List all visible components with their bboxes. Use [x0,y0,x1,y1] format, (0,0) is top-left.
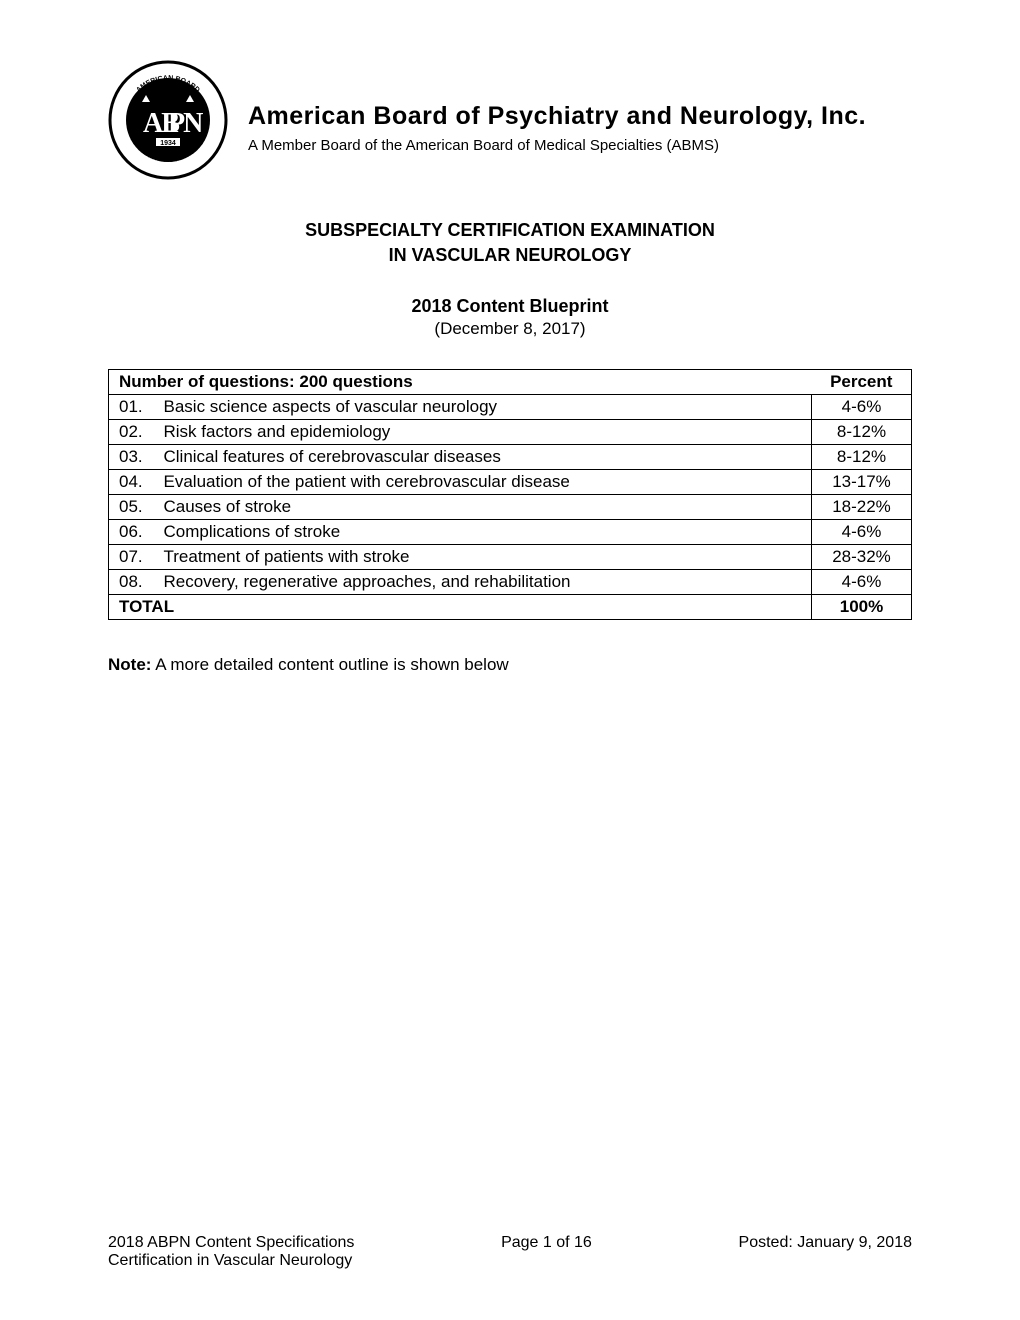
page-footer: 2018 ABPN Content Specifications Certifi… [108,1234,912,1270]
row-percent: 28-32% [812,545,912,570]
table-row: 05. Causes of stroke 18-22% [109,495,912,520]
note-label: Note: [108,655,151,674]
content-blueprint-table: Number of questions: 200 questions Perce… [108,369,912,620]
row-description: Causes of stroke [164,495,812,520]
footer-page-number: Page 1 of 16 [501,1234,592,1270]
table-total-row: TOTAL 100% [109,595,912,620]
table-row: 03. Clinical features of cerebrovascular… [109,445,912,470]
note-section: Note: A more detailed content outline is… [108,655,912,675]
row-number: 01. [109,395,164,420]
table-header-questions: Number of questions: 200 questions [109,370,812,395]
table-row: 04. Evaluation of the patient with cereb… [109,470,912,495]
total-label: TOTAL [109,595,812,620]
row-description: Recovery, regenerative approaches, and r… [164,570,812,595]
table-header-row: Number of questions: 200 questions Perce… [109,370,912,395]
blueprint-title: 2018 Content Blueprint [108,296,912,317]
table-row: 06. Complications of stroke 4-6% [109,520,912,545]
row-number: 06. [109,520,164,545]
table-row: 07. Treatment of patients with stroke 28… [109,545,912,570]
row-percent: 4-6% [812,520,912,545]
abpn-logo: AMERICAN BOARD PSYCHIATRY AND NEUROLOGY … [108,60,228,180]
organization-title: American Board of Psychiatry and Neurolo… [248,102,912,131]
table-row: 01. Basic science aspects of vascular ne… [109,395,912,420]
footer-left: 2018 ABPN Content Specifications Certifi… [108,1234,354,1270]
blueprint-date: (December 8, 2017) [108,319,912,339]
row-description: Clinical features of cerebrovascular dis… [164,445,812,470]
row-number: 02. [109,420,164,445]
svg-text:PN: PN [168,108,203,139]
row-percent: 4-6% [812,570,912,595]
document-title-line1: SUBSPECIALTY CERTIFICATION EXAMINATION [108,220,912,241]
row-percent: 4-6% [812,395,912,420]
row-description: Basic science aspects of vascular neurol… [164,395,812,420]
total-percent: 100% [812,595,912,620]
footer-cert-title: Certification in Vascular Neurology [108,1252,354,1270]
row-description: Complications of stroke [164,520,812,545]
row-percent: 8-12% [812,420,912,445]
row-percent: 18-22% [812,495,912,520]
row-number: 07. [109,545,164,570]
table-row: 02. Risk factors and epidemiology 8-12% [109,420,912,445]
table-body: 01. Basic science aspects of vascular ne… [109,395,912,595]
header-text-block: American Board of Psychiatry and Neurolo… [248,87,912,154]
document-title-line2: IN VASCULAR NEUROLOGY [108,245,912,266]
row-number: 04. [109,470,164,495]
document-header: AMERICAN BOARD PSYCHIATRY AND NEUROLOGY … [108,60,912,180]
row-description: Treatment of patients with stroke [164,545,812,570]
row-description: Evaluation of the patient with cerebrova… [164,470,812,495]
svg-text:1934: 1934 [160,140,176,147]
table-row: 08. Recovery, regenerative approaches, a… [109,570,912,595]
row-description: Risk factors and epidemiology [164,420,812,445]
row-number: 03. [109,445,164,470]
row-percent: 13-17% [812,470,912,495]
footer-spec-title: 2018 ABPN Content Specifications [108,1234,354,1252]
row-number: 05. [109,495,164,520]
row-percent: 8-12% [812,445,912,470]
row-number: 08. [109,570,164,595]
footer-posted-date: Posted: January 9, 2018 [739,1234,912,1270]
organization-subtitle: A Member Board of the American Board of … [248,137,912,154]
note-text: A more detailed content outline is shown… [151,655,508,674]
table-header-percent: Percent [812,370,912,395]
abpn-seal-icon: AMERICAN BOARD PSYCHIATRY AND NEUROLOGY … [108,60,228,180]
